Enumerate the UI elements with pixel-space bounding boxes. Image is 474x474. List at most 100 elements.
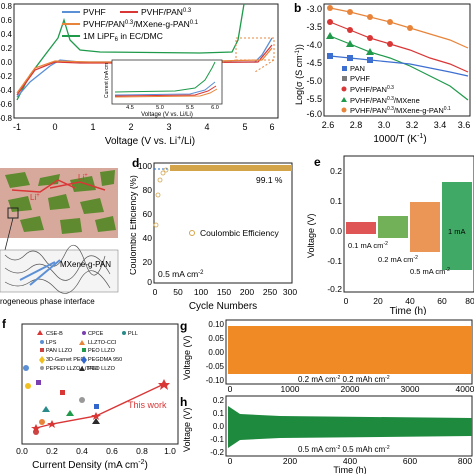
- panel-h-ylabel: Voltage (V): [182, 407, 192, 452]
- svg-text:250: 250: [263, 287, 277, 297]
- panel-g-label: g: [180, 319, 187, 333]
- svg-text:-0.2: -0.2: [327, 284, 342, 294]
- svg-text:-0.05: -0.05: [206, 362, 225, 371]
- panel-h-xlabel: Time (h): [333, 465, 366, 474]
- panel-g-band: [228, 326, 472, 374]
- panel-d-xlabel: Cycle Numbers: [189, 301, 257, 312]
- panel-h-xticks: 0 200 400 600 800: [228, 456, 473, 466]
- svg-text:1.0: 1.0: [164, 446, 176, 456]
- panel-a-xtick: 2: [128, 122, 133, 132]
- panel-a-xlabel: Voltage (V vs. Li+/Li): [105, 135, 195, 147]
- panel-a-xtick: 6: [269, 122, 274, 132]
- svg-text:0.2 mA cm-2: 0.2 mA cm-2: [378, 255, 418, 264]
- panel-b-xticks: 2.6 2.8 3.0 3.2 3.4 3.6: [322, 120, 471, 130]
- panel-a-curve-pan: [16, 44, 273, 96]
- svg-text:Li+: Li+: [78, 173, 88, 182]
- svg-text:PVHF/PAN0.3/MXene-g-PAN0.1: PVHF/PAN0.3/MXene-g-PAN0.1: [350, 106, 451, 115]
- panel-a-ytick: -0.4: [0, 86, 13, 95]
- svg-text:PVHF/PAN0.3: PVHF/PAN0.3: [350, 85, 394, 94]
- panel-a-ytick: 0.4: [1, 30, 13, 39]
- svg-text:80: 80: [143, 185, 153, 195]
- panel-a-xtick: 0: [52, 122, 57, 132]
- panel-a-xtick: 1: [90, 122, 95, 132]
- svg-text:-3.5: -3.5: [306, 22, 322, 32]
- panel-e-chart: e Voltage (V) 0.2 0.1 0.0 -0.1 -0.2 0 20…: [306, 155, 474, 315]
- svg-text:100: 100: [138, 161, 152, 171]
- panel-a-yticks: -0.8 -0.6 -0.4 -0.2 0.0 0.2 0.4 0.6 0.8: [0, 2, 13, 123]
- panel-c-caption: rogeneous phase interface: [0, 297, 95, 306]
- panel-f-this-work: This work: [128, 400, 167, 410]
- svg-text:LLZTO-CCI: LLZTO-CCI: [88, 340, 117, 346]
- svg-text:0.2: 0.2: [46, 446, 58, 456]
- panel-f-xticks: 0.0 0.2 0.4 0.6 0.8 1.0: [16, 446, 176, 456]
- panel-a-xtick: -1: [13, 122, 21, 132]
- panel-f: f 0.0 0.2 0.4 0.6 0.8 1.0 Current Densit…: [0, 318, 180, 474]
- panel-b: b Log(σ (S cm-1)) -3.0 -3.5 -4.0 -4.5 -5…: [290, 0, 474, 150]
- panel-a-xticks: -1 0 1 2 3 4 5 6: [13, 122, 275, 132]
- svg-text:-0.2: -0.2: [210, 448, 224, 457]
- panel-d-ylabel: Coulombic Efficiency (%): [130, 175, 138, 275]
- panel-b-yticks: -3.0 -3.5 -4.0 -4.5 -5.0 -5.5 -6.0: [306, 4, 322, 119]
- svg-text:1000: 1000: [281, 384, 300, 392]
- panel-a-legend: PVHF PVHF/PAN0.3 PVHF/PAN0.3/MXene-g-PAN…: [62, 7, 199, 43]
- legend-mxene: PVHF/PAN0.3/MXene-g-PAN0.1: [83, 19, 199, 29]
- svg-text:LPS: LPS: [46, 340, 57, 346]
- panel-a-chart: -0.8 -0.6 -0.4 -0.2 0.0 0.2 0.4 0.6 0.8 …: [0, 2, 279, 147]
- panel-b-series-red: [327, 19, 469, 73]
- panel-a-ytick: 0.8: [1, 2, 13, 11]
- panel-b-series-blue: [327, 53, 469, 77]
- svg-text:PEO LLZO: PEO LLZO: [88, 348, 116, 354]
- panel-h-chart: h Voltage (V) 0.2 0.1 0.0 -0.1 -0.2 0.5 …: [180, 395, 473, 474]
- svg-text:PEGDMA 950: PEGDMA 950: [88, 357, 122, 363]
- panel-e-yticks: 0.2 0.1 0.0 -0.1 -0.2: [327, 166, 342, 294]
- panel-b-chart: b Log(σ (S cm-1)) -3.0 -3.5 -4.0 -4.5 -5…: [294, 1, 471, 145]
- svg-text:0: 0: [344, 296, 349, 306]
- panel-b-series-green: [326, 32, 469, 101]
- svg-text:80: 80: [465, 296, 474, 306]
- svg-text:2.6: 2.6: [322, 120, 335, 130]
- svg-text:CPCE: CPCE: [88, 331, 104, 337]
- panel-a-curve-lipf6: [16, 3, 245, 101]
- panel-d-current: 0.5 mA cm-2: [158, 269, 204, 279]
- svg-text:2000: 2000: [341, 384, 360, 392]
- svg-text:3.2: 3.2: [406, 120, 419, 130]
- panel-b-label: b: [294, 1, 301, 15]
- panel-g-ylabel: Voltage (V): [182, 335, 192, 380]
- panel-d-yticks: 100 80 60 40 20 0: [138, 161, 152, 287]
- panel-a: -0.8 -0.6 -0.4 -0.2 0.0 0.2 0.4 0.6 0.8 …: [0, 0, 288, 150]
- panel-h-band: [228, 406, 472, 448]
- panel-b-xlabel: 1000/T (K-1): [373, 133, 426, 145]
- panel-a-ytick: -0.6: [0, 100, 13, 109]
- svg-text:4.5: 4.5: [126, 105, 134, 111]
- svg-text:Li+: Li+: [30, 193, 40, 202]
- panel-g-annotation: 0.2 mA cm-2 0.2 mAh cm-2: [298, 375, 390, 384]
- svg-text:50: 50: [173, 287, 183, 297]
- svg-text:0.0: 0.0: [16, 446, 28, 456]
- svg-text:0.1: 0.1: [330, 196, 342, 206]
- panel-f-legend: CSE-B CPCE PLL LPS LLZTO-CCI PAN LLZO PE…: [37, 330, 138, 372]
- svg-text:-3.0: -3.0: [306, 4, 322, 14]
- panel-f-this-work-line: [35, 383, 165, 429]
- panel-g-xticks: 0 1000 2000 3000 4000: [228, 384, 474, 392]
- panel-a-ytick: 0.2: [1, 44, 13, 53]
- svg-text:PLL: PLL: [128, 331, 138, 337]
- svg-text:0.1 mA cm-2: 0.1 mA cm-2: [348, 241, 388, 250]
- svg-text:4000: 4000: [456, 384, 474, 392]
- svg-text:0: 0: [228, 384, 233, 392]
- svg-text:300: 300: [283, 287, 297, 297]
- svg-text:5.0: 5.0: [156, 105, 164, 111]
- svg-text:PVHF: PVHF: [350, 74, 370, 83]
- svg-text:200: 200: [240, 287, 254, 297]
- svg-text:60: 60: [437, 296, 447, 306]
- panel-e-xticks: 0 20 40 60 80: [344, 296, 474, 306]
- panel-e-xlabel: Time (h): [390, 306, 427, 315]
- svg-text:0.05: 0.05: [208, 334, 224, 343]
- panel-d-label: d: [132, 156, 139, 170]
- svg-text:40: 40: [405, 296, 415, 306]
- svg-text:-6.0: -6.0: [306, 109, 322, 119]
- svg-text:0.2: 0.2: [330, 166, 342, 176]
- svg-text:3.6: 3.6: [458, 120, 471, 130]
- legend-lipf6: 1M LiPF6 in EC/DMC: [83, 31, 163, 43]
- panel-e-ylabel: Voltage (V): [306, 213, 316, 258]
- svg-text:60: 60: [143, 209, 153, 219]
